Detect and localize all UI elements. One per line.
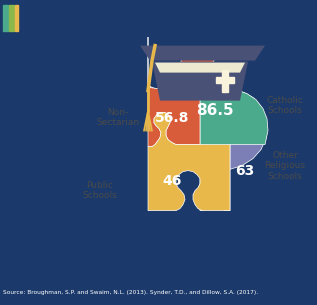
Text: 86.5: 86.5 [196, 103, 234, 118]
Text: Public
Schools: Public Schools [83, 181, 117, 200]
Polygon shape [148, 37, 267, 170]
Text: CATHOLIC SCHOOLS SNAPS: CATHOLIC SCHOOLS SNAPS [67, 3, 292, 18]
Text: 46: 46 [162, 174, 182, 188]
Text: Catholic
Schools: Catholic Schools [267, 96, 303, 115]
Polygon shape [152, 62, 248, 101]
Text: 56.8: 56.8 [155, 111, 189, 125]
Text: Other
Religious
Schools: Other Religious Schools [264, 151, 306, 181]
Bar [62, 4, 63, 33]
Polygon shape [155, 63, 245, 73]
Polygon shape [148, 113, 230, 210]
Polygon shape [148, 48, 214, 147]
Polygon shape [140, 46, 265, 61]
Text: A quick take on issues and statistics: A quick take on issues and statistics [67, 22, 206, 31]
Text: 63: 63 [236, 163, 255, 178]
Bar [3, 5, 8, 31]
Bar [216, 77, 234, 83]
Bar [222, 70, 228, 92]
Text: .: . [21, 20, 26, 35]
Bar [9, 5, 14, 31]
Polygon shape [200, 88, 268, 210]
Text: Source: Broughman, S.P. and Swaim, N.L. (2013). Synder, T.D., and Dillow, S.A. (: Source: Broughman, S.P. and Swaim, N.L. … [3, 290, 258, 295]
Text: NCEA: NCEA [21, 6, 67, 21]
Text: Non-
Sectarian: Non- Sectarian [96, 108, 139, 127]
Text: Percentage of
high school
graduates
who attend
a four-year
college: Percentage of high school graduates who … [18, 61, 95, 137]
Bar [15, 5, 18, 31]
